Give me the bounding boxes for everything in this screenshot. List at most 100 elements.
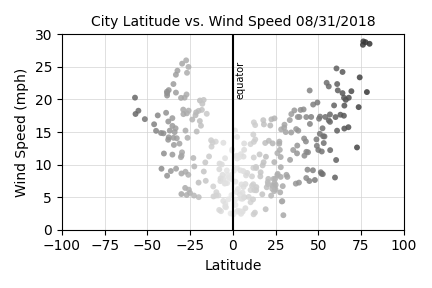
Point <box>278 127 285 132</box>
Point <box>189 117 196 122</box>
Point <box>240 154 247 159</box>
Point <box>270 177 277 181</box>
Point <box>355 105 362 109</box>
Point <box>164 93 171 98</box>
Point <box>320 134 327 139</box>
Point <box>332 115 339 120</box>
Point <box>220 141 227 145</box>
Point <box>239 190 246 195</box>
Point <box>216 161 223 166</box>
Point <box>178 153 185 158</box>
Point <box>277 190 284 195</box>
Point <box>253 185 260 190</box>
Point <box>191 164 198 169</box>
Point <box>216 208 222 212</box>
Point <box>247 200 254 204</box>
Point <box>301 154 308 158</box>
Point <box>222 181 229 185</box>
Point <box>276 141 283 146</box>
Point <box>163 90 170 94</box>
Point <box>245 195 252 199</box>
Point <box>233 190 240 194</box>
Point <box>340 113 347 118</box>
Point <box>313 143 320 148</box>
Point <box>230 212 237 217</box>
Point <box>250 132 257 137</box>
Point <box>181 95 188 100</box>
Point <box>359 43 366 47</box>
Point <box>183 58 190 63</box>
Point <box>250 212 257 217</box>
Point <box>217 176 224 181</box>
Point <box>200 98 207 102</box>
Point <box>262 141 269 145</box>
Point <box>238 211 245 216</box>
Point <box>244 170 251 175</box>
Point <box>172 90 179 95</box>
Point <box>210 184 217 189</box>
Point <box>202 160 209 165</box>
Point <box>197 98 203 103</box>
Point <box>203 111 210 116</box>
Point <box>265 177 272 181</box>
Point <box>158 131 165 135</box>
Point <box>229 147 235 152</box>
Point <box>276 139 283 144</box>
Point <box>169 124 176 128</box>
Point <box>183 92 190 97</box>
Point <box>164 91 171 95</box>
Point <box>198 108 205 112</box>
Point <box>248 183 255 188</box>
Point <box>331 175 338 180</box>
Point <box>239 196 246 201</box>
Point <box>251 210 258 215</box>
Point <box>363 90 370 94</box>
Point <box>271 160 278 164</box>
Point <box>243 173 250 178</box>
Point <box>209 140 216 145</box>
Point <box>279 199 286 203</box>
Point <box>169 152 176 157</box>
Point <box>241 195 248 199</box>
Title: City Latitude vs. Wind Speed 08/31/2018: City Latitude vs. Wind Speed 08/31/2018 <box>91 15 375 29</box>
Point <box>185 187 192 192</box>
Point <box>225 175 232 180</box>
Point <box>210 194 217 199</box>
Point <box>200 169 207 174</box>
Point <box>233 154 240 158</box>
Point <box>195 109 202 113</box>
Point <box>218 162 225 167</box>
Point <box>195 180 202 185</box>
Point <box>325 84 332 89</box>
Point <box>224 181 231 185</box>
Point <box>250 197 257 202</box>
Point <box>263 185 270 190</box>
Point <box>237 209 244 214</box>
Point <box>252 123 259 127</box>
Y-axis label: Wind Speed (mph): Wind Speed (mph) <box>15 67 29 197</box>
Point <box>305 150 311 155</box>
Point <box>173 166 180 171</box>
Point <box>271 181 278 185</box>
Point <box>241 147 248 152</box>
Point <box>165 135 172 140</box>
Point <box>286 158 293 162</box>
Point <box>178 171 185 176</box>
Point <box>237 196 244 201</box>
Point <box>257 174 264 179</box>
Point <box>173 136 180 141</box>
Point <box>247 188 254 192</box>
Point <box>163 111 170 115</box>
Point <box>169 116 176 120</box>
Point <box>314 100 321 105</box>
Point <box>318 149 325 154</box>
Point <box>327 112 334 117</box>
Point <box>220 177 227 181</box>
Point <box>240 169 247 173</box>
Point <box>206 154 213 159</box>
Point <box>327 148 334 152</box>
Point <box>319 172 326 177</box>
Point <box>252 164 259 169</box>
Point <box>238 152 245 156</box>
Text: equator: equator <box>235 61 245 99</box>
